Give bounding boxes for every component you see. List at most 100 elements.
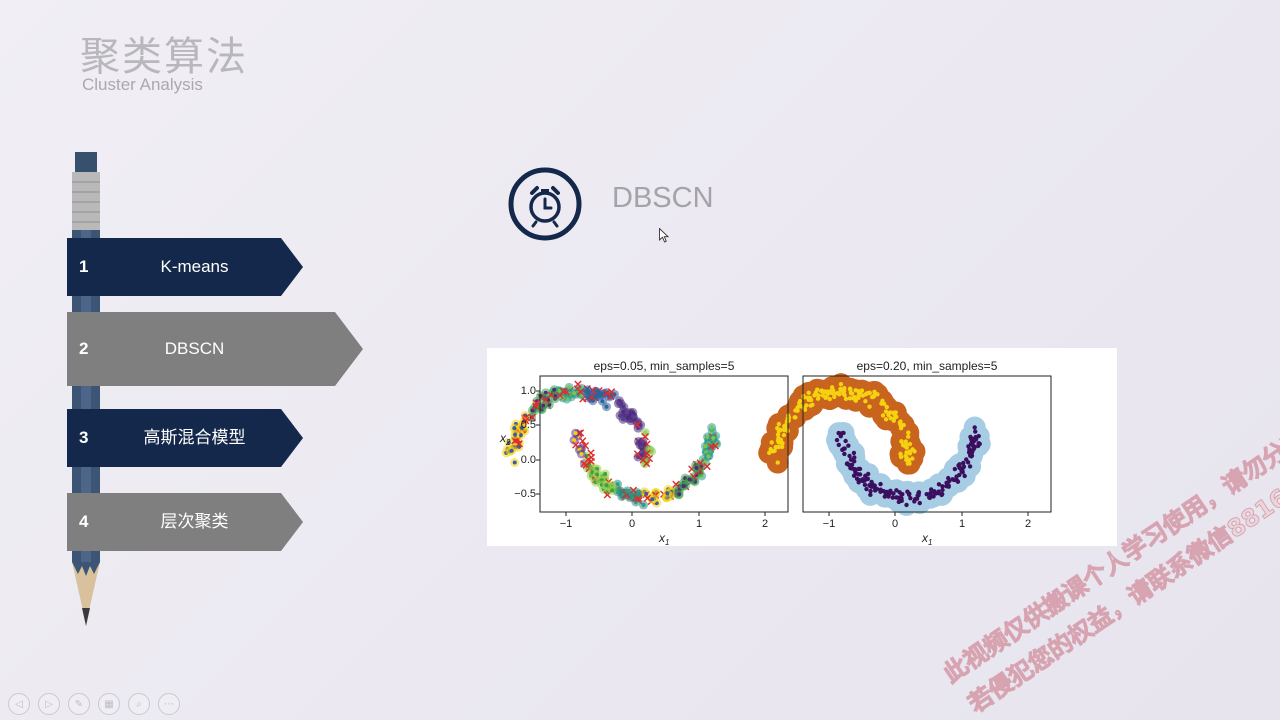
zoom-icon[interactable]: ⌕: [128, 693, 150, 715]
data-point: [552, 387, 557, 392]
data-point: [962, 473, 967, 479]
data-point: [703, 444, 708, 449]
data-point: [677, 492, 682, 497]
data-point: [816, 393, 821, 398]
data-point: [897, 490, 902, 495]
data-point: [924, 492, 929, 497]
data-point: [775, 460, 780, 465]
data-point: [872, 488, 878, 493]
data-point: [538, 393, 543, 398]
data-point: [842, 386, 847, 391]
data-point: [836, 442, 842, 448]
menu-item-label: 层次聚类: [160, 512, 229, 531]
data-point: [775, 425, 780, 431]
data-point: [572, 391, 577, 396]
data-point: [955, 479, 961, 484]
data-point: [772, 448, 777, 453]
menu-item-number: 1: [79, 257, 89, 276]
data-point: [776, 444, 781, 450]
data-point: [871, 394, 877, 399]
menu-item-dbscn[interactable]: 2 DBSCN: [67, 312, 363, 386]
data-point: [851, 473, 857, 478]
data-point: [868, 492, 873, 498]
data-point: [916, 493, 921, 498]
data-point: [631, 414, 636, 419]
menu-item-hierarchical[interactable]: 4 层次聚类: [67, 493, 303, 551]
data-point: [967, 464, 973, 469]
data-point: [887, 410, 893, 415]
data-point: [643, 430, 648, 435]
data-point: [898, 451, 903, 457]
data-point: [898, 422, 903, 427]
data-point: [793, 408, 798, 413]
slideshow-toolbar: ◁ ▷ ✎ ▦ ⌕ ⋯: [8, 693, 180, 715]
data-point: [834, 437, 840, 443]
data-point: [827, 396, 832, 402]
data-point: [567, 385, 572, 390]
data-point: [868, 488, 873, 494]
data-point: [796, 404, 802, 409]
data-point: [687, 477, 692, 482]
data-point: [898, 425, 904, 431]
data-point: [711, 436, 716, 441]
data-point: [972, 425, 977, 430]
data-point: [851, 450, 857, 456]
tab-shape: [67, 409, 303, 467]
data-point: [819, 388, 824, 393]
data-point: [891, 418, 896, 423]
data-point: [847, 453, 852, 459]
data-point: [888, 415, 893, 421]
pen-icon[interactable]: ✎: [68, 693, 90, 715]
pencil-illustration: [72, 152, 100, 626]
right-plot-title: eps=0.20, min_samples=5: [857, 359, 998, 373]
data-point: [810, 402, 815, 408]
data-point: [855, 395, 861, 400]
anomaly-marker: [556, 391, 564, 400]
next-icon[interactable]: ▷: [38, 693, 60, 715]
data-point: [509, 448, 514, 453]
data-point: [957, 465, 962, 471]
data-point: [769, 440, 774, 445]
data-point: [852, 459, 857, 464]
data-point: [706, 454, 711, 459]
data-point: [681, 484, 686, 489]
data-point: [907, 461, 912, 466]
data-point: [838, 381, 844, 387]
menu-item-number: 2: [79, 339, 89, 358]
tab-shape: [67, 238, 303, 296]
data-point: [908, 496, 913, 501]
data-point: [867, 390, 872, 396]
tick-label: 2: [762, 518, 768, 530]
data-point: [709, 425, 714, 430]
anomaly-marker: [641, 433, 649, 441]
anomaly-marker: [521, 417, 530, 425]
data-point: [846, 462, 852, 468]
data-point: [904, 457, 909, 463]
tick-label: 1.0: [521, 385, 536, 397]
prev-icon[interactable]: ◁: [8, 693, 30, 715]
data-point: [899, 439, 904, 444]
data-point: [848, 390, 854, 396]
right-x-ticks: −1 0 1 2: [823, 518, 1031, 530]
slides-icon[interactable]: ▦: [98, 693, 120, 715]
data-point: [797, 400, 802, 406]
more-icon[interactable]: ⋯: [158, 693, 180, 715]
menu-item-gmm[interactable]: 3 高斯混合模型: [67, 409, 303, 467]
data-point: [940, 487, 945, 493]
data-point: [857, 472, 863, 477]
data-point: [824, 389, 829, 394]
data-point: [860, 393, 866, 398]
data-point: [847, 396, 853, 401]
data-point: [896, 499, 902, 505]
data-point: [928, 494, 934, 499]
anomaly-marker: [672, 480, 680, 488]
data-point: [778, 427, 783, 433]
data-point: [625, 410, 630, 415]
tick-label: 0.0: [521, 454, 536, 466]
data-point: [966, 444, 971, 449]
menu-item-label: DBSCN: [164, 339, 225, 358]
data-point: [910, 456, 915, 461]
data-point: [890, 495, 895, 500]
data-point: [573, 431, 578, 436]
menu-item-kmeans[interactable]: 1 K-means: [67, 238, 303, 296]
